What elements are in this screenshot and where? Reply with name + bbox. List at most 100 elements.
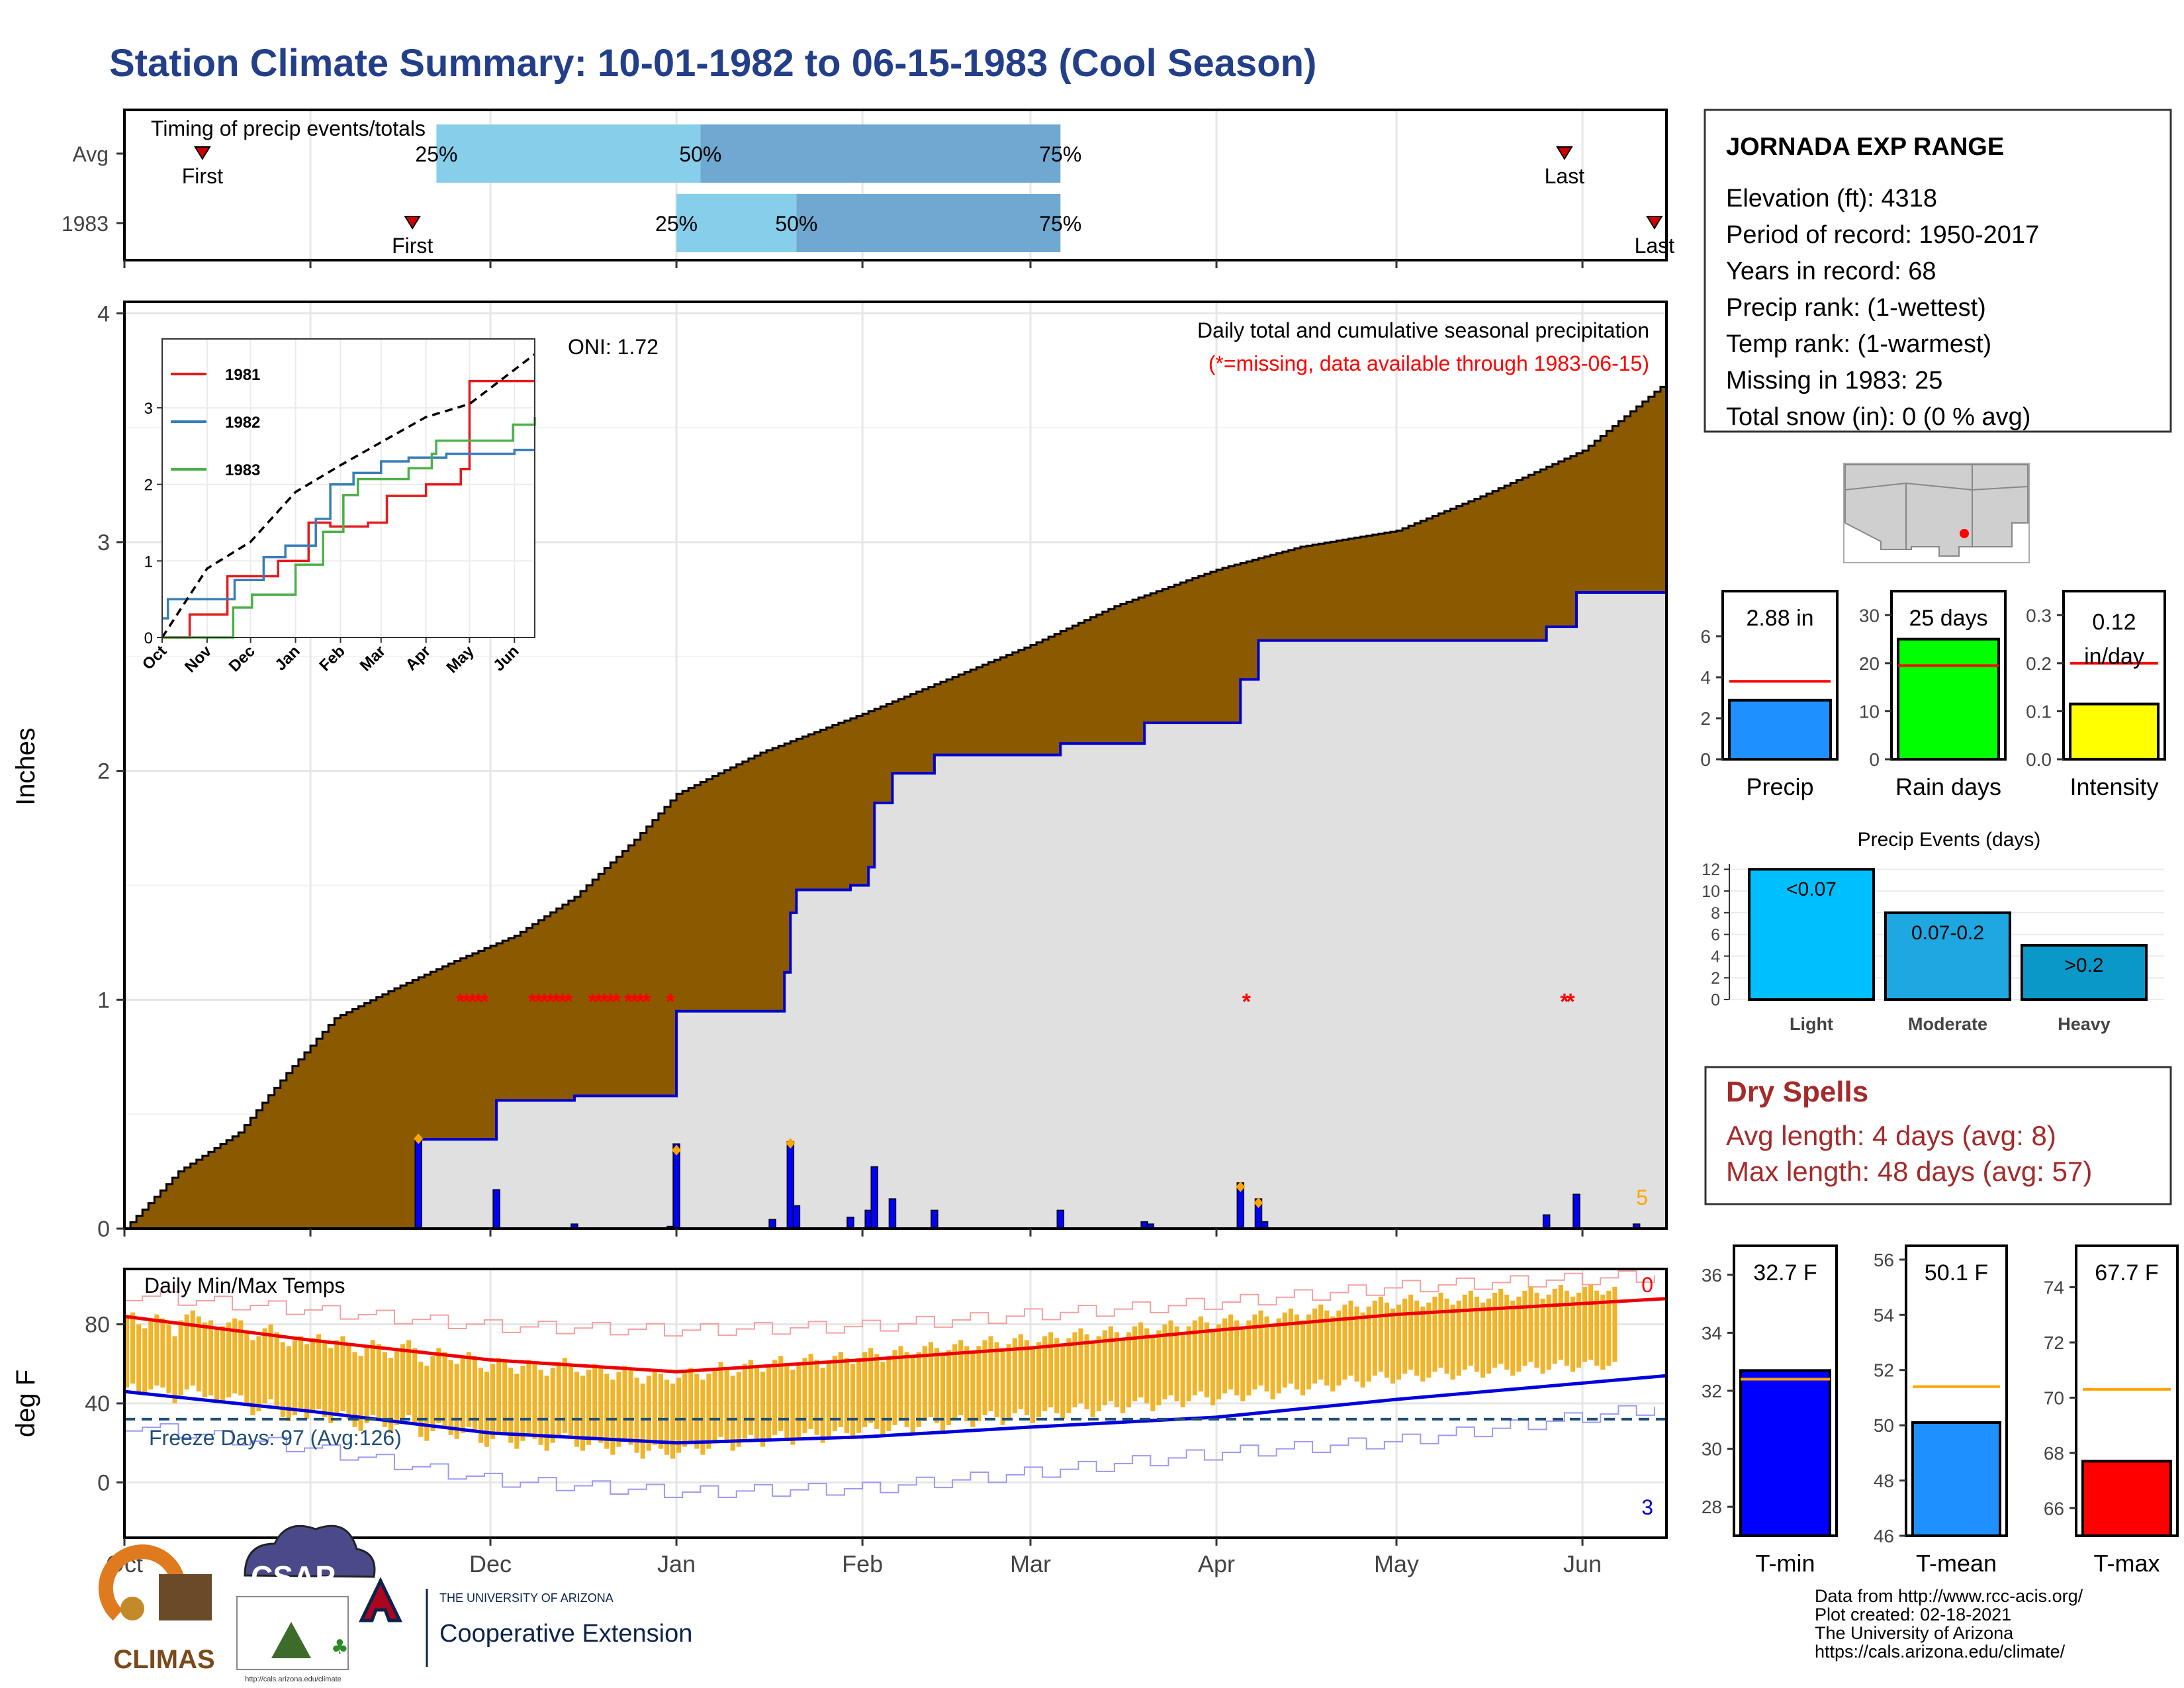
daily-temp-bar — [916, 1352, 921, 1427]
inset-series-1981 — [162, 379, 535, 639]
daily-temp-bar — [1078, 1328, 1083, 1403]
daily-temp-bar — [274, 1332, 279, 1407]
daily-temp-bar — [700, 1380, 705, 1455]
csap-mountain-icon — [271, 1622, 311, 1658]
daily-temp-bar — [1426, 1302, 1432, 1378]
daily-temp-bar — [1072, 1332, 1077, 1407]
daily-temp-bar — [1408, 1294, 1414, 1370]
events-panel: Precip Events (days) <0.07 Light 0.07-0.2 Mo… — [1702, 829, 2164, 1034]
month-tick-label: Feb — [842, 1550, 883, 1577]
daily-temp-bar — [1438, 1292, 1443, 1368]
daily-temp-bar — [850, 1364, 856, 1439]
daily-temp-bar — [796, 1364, 801, 1439]
precip-ytick-label: 0 — [97, 1217, 110, 1242]
daily-temp-bar — [280, 1342, 285, 1417]
daily-temp-bar — [1246, 1320, 1251, 1396]
daily-temp-bar — [718, 1362, 723, 1437]
daily-precip-bar — [414, 1139, 422, 1229]
extreme-event-marker — [786, 1138, 796, 1149]
timing-title: Timing of precip events/totals — [151, 117, 426, 140]
daily-temp-bar — [250, 1340, 255, 1415]
tmax_mean-ytick-label: 74 — [2044, 1278, 2064, 1298]
missing-day-marker: * — [600, 989, 610, 1014]
timing-bar-25-50 — [436, 124, 701, 183]
daily-temp-bar — [1156, 1330, 1161, 1405]
precip-subtitle: (*=missing, data available through 1983-… — [1208, 352, 1649, 375]
daily-temp-bar — [1366, 1306, 1371, 1382]
daily-temp-bar — [862, 1352, 868, 1427]
missing-day-marker: * — [540, 989, 549, 1014]
daily-temp-bar — [124, 1316, 130, 1388]
daily-temp-bar — [1084, 1334, 1089, 1409]
daily-temp-bar — [1048, 1332, 1054, 1407]
daily-temp-bar — [1558, 1284, 1563, 1360]
events-ytick-label: 4 — [1711, 947, 1720, 966]
inset-bg — [162, 339, 535, 637]
events-ytick-label: 8 — [1711, 904, 1720, 923]
daily-temp-bar — [688, 1368, 694, 1443]
daily-temp-bar — [1534, 1292, 1539, 1368]
map-states — [1844, 464, 2028, 557]
daily-temp-bar — [772, 1360, 778, 1435]
daily-temp-bar — [1276, 1318, 1281, 1394]
daily-temp-bar — [1528, 1286, 1533, 1362]
missing-day-marker: * — [606, 989, 615, 1014]
tmin_mean-bar — [1739, 1369, 1831, 1538]
daily-temp-bar — [1060, 1344, 1066, 1419]
daily-temp-bar — [178, 1320, 183, 1396]
daily-precip-bar — [768, 1219, 776, 1229]
temp-ylabel: deg F — [11, 1370, 40, 1437]
timing-marker-first — [194, 146, 211, 160]
daily-temp-bar — [574, 1372, 580, 1447]
extreme-event-marker — [414, 1133, 424, 1145]
daily-temp-bar — [394, 1350, 400, 1425]
daily-temp-bar — [346, 1344, 351, 1419]
daily-temp-bar — [538, 1370, 543, 1445]
credit-line: The University of Arizona — [1815, 1623, 2014, 1643]
daily-temp-bar — [1336, 1310, 1342, 1386]
daily-temp-bar — [1042, 1336, 1048, 1411]
daily-temp-bar — [1024, 1340, 1029, 1415]
timing-bar-50-75 — [700, 124, 1061, 183]
daily-temp-bar — [754, 1366, 760, 1441]
precip-ytick-label: 4 — [97, 301, 110, 326]
daily-temp-bar — [1378, 1296, 1383, 1372]
tmin_mean-ytick-label: 30 — [1702, 1439, 1722, 1460]
dry-spells-title: Dry Spells — [1726, 1076, 1868, 1108]
daily-temp-bar — [622, 1366, 627, 1441]
page-title: Station Climate Summary: 10-01-1982 to 0… — [109, 42, 1317, 85]
daily-temp-bar — [928, 1342, 933, 1417]
daily-temp-bar — [964, 1346, 970, 1421]
rain_days-panel: 0 10 20 30 25 days Rain days — [1859, 590, 2007, 800]
daily-temp-bar — [1600, 1294, 1606, 1370]
daily-temp-bar — [232, 1318, 238, 1394]
daily-temp-bar — [640, 1383, 645, 1459]
daily-temp-bar — [970, 1352, 976, 1427]
daily-temp-bar — [196, 1316, 201, 1392]
daily-temp-bar — [712, 1368, 717, 1443]
daily-temp-bar — [520, 1366, 525, 1441]
daily-temp-bar — [1492, 1292, 1498, 1368]
daily-temp-bar — [238, 1320, 244, 1396]
daily-temp-bar — [1096, 1336, 1101, 1411]
daily-temp-bar — [214, 1328, 220, 1403]
daily-temp-bar — [1114, 1332, 1119, 1407]
daily-temp-bar — [1168, 1320, 1173, 1396]
daily-temp-bar — [1468, 1290, 1473, 1366]
daily-temp-bar — [220, 1326, 226, 1402]
ua-small-text: THE UNIVERSITY OF ARIZONA — [439, 1591, 614, 1605]
daily-temp-bar — [1420, 1306, 1426, 1382]
daily-temp-bar — [1516, 1296, 1522, 1372]
daily-temp-bar — [1018, 1334, 1023, 1409]
credit-line: Plot created: 02-18-2021 — [1815, 1605, 2011, 1624]
daily-temp-bar — [1612, 1286, 1617, 1362]
timing-label-25: 25% — [655, 212, 698, 236]
precip_total-value-label: 2.88 in — [1746, 606, 1813, 631]
missing-day-marker: * — [534, 989, 543, 1014]
climas-dot-icon — [120, 1597, 144, 1620]
dry-spells-line: Avg length: 4 days (avg: 8) — [1726, 1120, 2056, 1151]
tmin-record-line — [124, 1405, 1655, 1499]
daily-temp-bar — [310, 1338, 316, 1413]
precip_total-panel: 0 2 4 6 2.88 in Precip — [1700, 590, 1839, 800]
daily-temp-bar — [1402, 1298, 1408, 1374]
